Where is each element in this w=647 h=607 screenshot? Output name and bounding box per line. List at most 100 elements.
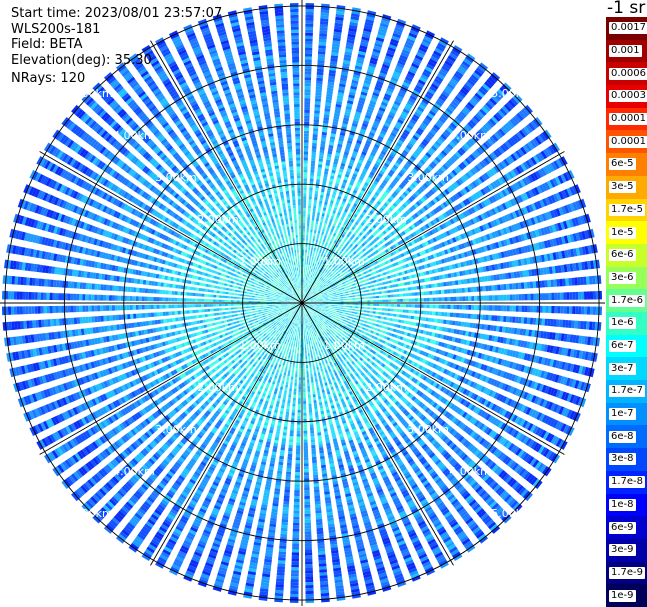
range-gate-cell bbox=[354, 291, 358, 294]
range-gate-cell bbox=[341, 200, 346, 205]
range-gate-cell bbox=[317, 233, 320, 237]
range-gate-cell bbox=[389, 134, 396, 140]
range-gate-cell bbox=[346, 216, 350, 221]
range-gate-cell bbox=[584, 306, 588, 315]
range-gate-cell bbox=[328, 304, 332, 306]
range-gate-cell bbox=[569, 292, 573, 300]
range-gate-cell bbox=[306, 231, 309, 235]
range-gate-cell bbox=[355, 62, 363, 67]
range-gate-cell bbox=[369, 171, 375, 177]
range-gate-cell bbox=[465, 305, 469, 310]
range-gate-cell bbox=[314, 273, 317, 277]
range-gate-cell bbox=[314, 229, 317, 234]
range-gate-cell bbox=[330, 279, 333, 282]
range-gate-cell bbox=[325, 297, 329, 299]
range-gate-cell bbox=[313, 301, 317, 303]
range-gate-cell bbox=[332, 315, 336, 318]
range-gate-cell bbox=[306, 261, 308, 265]
range-gate-cell bbox=[311, 256, 314, 260]
range-gate-cell bbox=[372, 92, 380, 97]
range-gate-cell bbox=[368, 318, 372, 321]
range-gate-cell bbox=[385, 281, 389, 285]
range-gate-cell bbox=[363, 79, 371, 85]
range-gate-cell bbox=[313, 312, 316, 315]
range-gate-cell bbox=[371, 51, 380, 57]
range-gate-cell bbox=[361, 187, 366, 192]
range-gate-cell bbox=[407, 70, 416, 77]
range-gate-cell bbox=[364, 282, 368, 286]
range-gate-cell bbox=[304, 288, 305, 292]
range-gate-cell bbox=[305, 29, 313, 33]
range-gate-cell bbox=[317, 212, 321, 216]
range-gate-cell bbox=[336, 224, 341, 229]
range-gate-cell bbox=[339, 229, 343, 234]
range-gate-cell bbox=[336, 214, 340, 219]
range-gate-cell bbox=[313, 116, 320, 120]
range-gate-cell bbox=[337, 92, 344, 97]
range-gate-cell bbox=[312, 131, 318, 135]
range-gate-cell bbox=[339, 292, 343, 295]
range-gate-cell bbox=[338, 137, 344, 142]
range-gate-cell bbox=[312, 238, 315, 242]
range-gate-cell bbox=[315, 274, 318, 278]
range-gate-cell bbox=[401, 320, 405, 324]
range-gate-cell bbox=[358, 134, 364, 139]
range-gate-cell bbox=[324, 201, 328, 206]
range-gate-cell bbox=[334, 109, 341, 114]
range-gate-cell bbox=[372, 146, 379, 152]
range-gate-cell bbox=[340, 307, 344, 309]
range-gate-cell bbox=[386, 139, 393, 145]
range-gate-cell bbox=[363, 323, 367, 327]
range-gate-cell bbox=[308, 283, 311, 287]
range-gate-cell bbox=[350, 178, 355, 183]
range-gate-cell bbox=[450, 296, 454, 302]
range-gate-cell bbox=[356, 59, 364, 65]
range-gate-cell bbox=[548, 292, 552, 300]
range-gate-cell bbox=[432, 297, 436, 302]
range-gate-cell bbox=[320, 253, 324, 257]
range-gate-cell bbox=[303, 207, 306, 211]
range-gate-cell bbox=[312, 263, 315, 267]
range-gate-cell bbox=[361, 283, 365, 287]
range-gate-cell bbox=[337, 286, 341, 289]
range-gate-cell bbox=[315, 270, 318, 274]
range-gate-cell bbox=[405, 76, 413, 82]
range-gate-cell bbox=[353, 314, 358, 317]
range-gate-cell bbox=[307, 255, 309, 259]
range-gate-cell bbox=[426, 304, 430, 309]
range-gate-cell bbox=[318, 242, 321, 247]
range-gate-cell bbox=[315, 182, 320, 186]
range-gate-cell bbox=[336, 146, 342, 151]
range-gate-cell bbox=[369, 314, 373, 317]
range-gate-cell bbox=[375, 115, 382, 121]
range-gate-cell bbox=[354, 312, 358, 315]
range-gate-cell bbox=[414, 292, 418, 296]
range-gate-cell bbox=[365, 162, 371, 168]
range-gate-cell bbox=[328, 250, 332, 254]
range-gate-cell bbox=[314, 245, 317, 249]
range-gate-cell bbox=[366, 324, 370, 328]
range-gate-cell bbox=[358, 50, 366, 56]
range-gate-cell bbox=[335, 13, 345, 18]
range-gate-cell bbox=[373, 296, 377, 299]
range-gate-cell bbox=[345, 291, 349, 294]
range-gate-cell bbox=[379, 299, 383, 303]
range-gate-cell bbox=[336, 101, 343, 105]
range-gate-cell bbox=[334, 316, 338, 319]
range-gate-cell bbox=[332, 121, 339, 126]
range-gate-cell bbox=[560, 292, 564, 300]
range-gate-cell bbox=[434, 318, 438, 323]
range-gate-cell bbox=[328, 75, 336, 80]
range-gate-cell bbox=[346, 296, 350, 298]
range-gate-cell bbox=[482, 285, 486, 292]
range-gate-cell bbox=[367, 65, 376, 71]
range-gate-cell bbox=[331, 235, 335, 240]
range-gate-cell bbox=[401, 49, 411, 55]
range-gate-cell bbox=[362, 33, 371, 39]
range-gate-cell bbox=[314, 276, 317, 280]
range-gate-cell bbox=[360, 323, 364, 326]
range-gate-cell bbox=[346, 42, 354, 47]
range-gate-cell bbox=[565, 278, 569, 286]
range-gate-cell bbox=[408, 309, 412, 314]
range-gate-cell bbox=[384, 93, 392, 99]
